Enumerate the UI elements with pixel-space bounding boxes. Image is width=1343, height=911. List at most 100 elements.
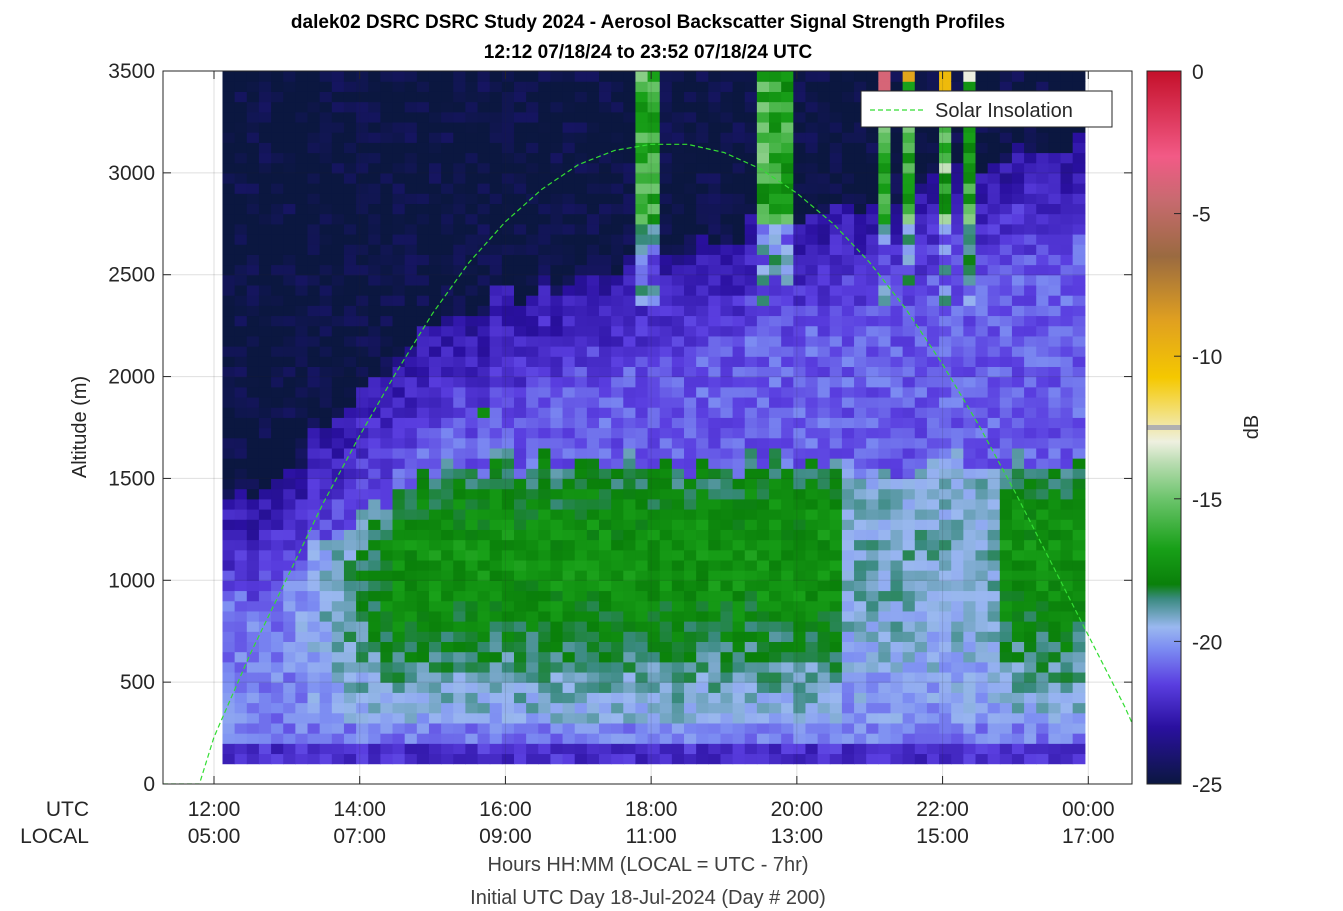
heatmap-cell [1060, 458, 1074, 469]
heatmap-cell [489, 641, 503, 653]
heatmap-cell [769, 478, 782, 490]
heatmap-cell [501, 152, 515, 164]
heatmap-cell [999, 193, 1013, 205]
heatmap-cell [841, 335, 855, 347]
heatmap-cell [477, 396, 491, 408]
heatmap-cell [611, 610, 624, 622]
heatmap-cell [975, 264, 989, 276]
heatmap-cell [951, 580, 964, 592]
heatmap-cell [489, 468, 503, 480]
heatmap-cell [635, 101, 649, 113]
heatmap-cell [356, 111, 369, 123]
heatmap-cell [756, 193, 770, 205]
heatmap-cell [295, 396, 309, 408]
heatmap-cell [295, 223, 309, 235]
heatmap-cell [465, 386, 479, 398]
heatmap-cell [319, 590, 333, 602]
heatmap-cell [696, 621, 709, 632]
heatmap-cell [428, 692, 442, 704]
heatmap-cell [392, 498, 406, 510]
heatmap-cell [562, 712, 576, 724]
heatmap-cell [793, 539, 807, 551]
heatmap-cell [647, 651, 661, 663]
heatmap-cell [1048, 661, 1062, 673]
heatmap-cell [781, 529, 794, 541]
heatmap-cell [623, 519, 637, 530]
heatmap-cell [501, 315, 515, 327]
x-tick-label-local: 07:00 [333, 825, 386, 848]
heatmap-cell [562, 733, 576, 744]
heatmap-cell [392, 458, 406, 469]
heatmap-cell [489, 722, 503, 734]
heatmap-cell [428, 396, 442, 408]
heatmap-cell [999, 132, 1013, 143]
heatmap-cell [550, 346, 564, 357]
heatmap-cell [477, 661, 491, 673]
heatmap-cell [684, 570, 697, 581]
heatmap-cell [1024, 71, 1037, 82]
heatmap-cell [720, 427, 734, 439]
heatmap-cell [489, 132, 503, 143]
heatmap-cell [550, 386, 564, 398]
heatmap-cell [1072, 682, 1086, 693]
heatmap-cell [890, 610, 904, 622]
heatmap-cell [404, 539, 418, 551]
heatmap-cell [380, 172, 394, 184]
heatmap-cell [671, 519, 685, 530]
heatmap-cell [866, 254, 879, 266]
heatmap-cell [1048, 600, 1062, 612]
heatmap-cell [1072, 162, 1086, 174]
heatmap-cell [756, 111, 770, 123]
heatmap-cell [222, 325, 236, 337]
heatmap-cell [769, 366, 782, 378]
heatmap-cell [744, 366, 758, 378]
heatmap-cell [538, 81, 552, 92]
heatmap-cell [999, 417, 1013, 429]
heatmap-cell [441, 702, 454, 714]
heatmap-cell [696, 478, 709, 490]
heatmap-cell [586, 458, 600, 469]
heatmap-cell [513, 295, 527, 306]
heatmap-cell [574, 458, 588, 469]
heatmap-cell [635, 651, 649, 663]
heatmap-cell [926, 386, 940, 398]
heatmap-cell [1048, 335, 1062, 347]
heatmap-cell [477, 284, 491, 296]
heatmap-cell [453, 407, 467, 418]
heatmap-cell [635, 417, 649, 429]
heatmap-cell [793, 142, 807, 154]
heatmap-cell [611, 284, 624, 296]
heatmap-cell [258, 519, 272, 530]
heatmap-cell [732, 722, 746, 734]
heatmap-cell [732, 91, 746, 103]
heatmap-cell [550, 508, 564, 520]
heatmap-cell [234, 386, 248, 398]
heatmap-cell [623, 376, 637, 388]
heatmap-cell [756, 172, 770, 184]
heatmap-cell [987, 162, 1001, 174]
colorbar-tick-label: -20 [1192, 631, 1222, 654]
heatmap-cell [781, 671, 794, 683]
heatmap-cell [623, 111, 637, 123]
heatmap-cell [392, 193, 406, 205]
heatmap-cell [696, 233, 709, 245]
heatmap-cell [501, 712, 515, 724]
heatmap-cell [902, 284, 916, 296]
heatmap-cell [890, 437, 904, 449]
heatmap-cell [283, 427, 296, 439]
heatmap-cell [416, 631, 430, 642]
heatmap-cell [234, 417, 248, 429]
heatmap-cell [295, 600, 309, 612]
heatmap-cell [623, 193, 637, 205]
heatmap-cell [416, 284, 430, 296]
heatmap-cell [489, 621, 503, 632]
heatmap-cell [599, 111, 612, 123]
heatmap-cell [841, 651, 855, 663]
heatmap-cell [234, 549, 248, 561]
heatmap-cell [975, 743, 989, 755]
heatmap-cell [428, 254, 442, 266]
heatmap-cell [902, 712, 916, 724]
heatmap-cell [453, 478, 467, 490]
heatmap-cell [817, 447, 831, 459]
heatmap-cell [501, 264, 515, 276]
